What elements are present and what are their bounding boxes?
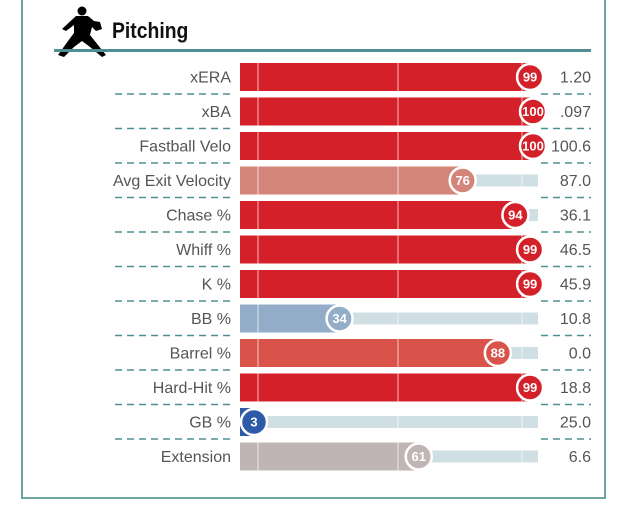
- metric-value: 10.8: [560, 311, 591, 328]
- metric-label: xBA: [202, 104, 232, 121]
- metric-value: 18.8: [560, 380, 591, 397]
- percentile-circle: [515, 235, 545, 264]
- percentile-circle: [501, 200, 530, 230]
- metric-value: 25.0: [560, 415, 591, 432]
- metric-value: .097: [560, 104, 591, 121]
- metric-label: GB %: [189, 415, 231, 432]
- bar-track: [240, 416, 538, 428]
- percentile-circle: [515, 62, 545, 92]
- percentile-bar: [240, 132, 533, 160]
- percentile-label: 99: [523, 242, 537, 257]
- percentile-label: 3: [250, 415, 257, 430]
- percentile-bar: [240, 304, 340, 333]
- percentile-label: 100: [522, 104, 544, 119]
- metric-label: Fastball Velo: [139, 139, 231, 156]
- percentile-label: 94: [508, 208, 523, 223]
- percentile-bar: [240, 97, 533, 126]
- header-divider: [54, 49, 591, 52]
- percentile-label: 61: [411, 449, 425, 464]
- percentile-circle: [448, 166, 477, 195]
- percentile-circle: [483, 338, 513, 368]
- percentile-circle: [515, 373, 545, 402]
- percentile-bar: [240, 166, 463, 195]
- percentile-bar: [240, 63, 531, 91]
- metric-label: Hard-Hit %: [153, 380, 231, 397]
- percentile-circle: [325, 304, 354, 333]
- metric-value: 0.0: [569, 346, 591, 363]
- metric-label: xERA: [190, 70, 231, 87]
- percentile-bar: [240, 235, 531, 264]
- percentile-bar: [240, 201, 516, 229]
- metric-value: 87.0: [560, 173, 591, 190]
- percentile-circle: [518, 97, 548, 126]
- percentile-label: 99: [523, 380, 537, 395]
- percentile-label: 100: [522, 139, 544, 154]
- metric-label: Whiff %: [176, 242, 231, 259]
- percentile-circle: [518, 131, 548, 161]
- percentile-bar: [240, 373, 531, 402]
- percentile-circle: [239, 407, 269, 437]
- metric-label: Chase %: [166, 208, 231, 225]
- percentile-circle: [515, 269, 545, 299]
- percentile-bar: [240, 339, 498, 367]
- section-title: Pitching: [112, 18, 189, 43]
- percentile-bar: [240, 270, 531, 298]
- percentile-label: 34: [332, 311, 347, 326]
- metric-label: Extension: [161, 449, 231, 466]
- pitcher-icon: [58, 6, 106, 57]
- pitching-card: [21, 0, 606, 499]
- percentile-label: 88: [491, 346, 505, 361]
- metric-label: K %: [202, 277, 231, 294]
- metric-value: 6.6: [569, 449, 591, 466]
- metric-value: 1.20: [560, 70, 591, 87]
- metric-value: 36.1: [560, 208, 591, 225]
- metric-value: 45.9: [560, 277, 591, 294]
- metric-label: BB %: [191, 311, 231, 328]
- metric-label: Barrel %: [170, 346, 231, 363]
- percentile-bar: [240, 442, 419, 471]
- metric-value: 46.5: [560, 242, 591, 259]
- percentile-circle: [404, 442, 433, 471]
- metric-value: 100.6: [551, 139, 591, 156]
- metric-label: Avg Exit Velocity: [113, 173, 231, 190]
- percentile-label: 76: [455, 173, 469, 188]
- percentile-label: 99: [523, 70, 537, 85]
- percentile-label: 99: [523, 277, 537, 292]
